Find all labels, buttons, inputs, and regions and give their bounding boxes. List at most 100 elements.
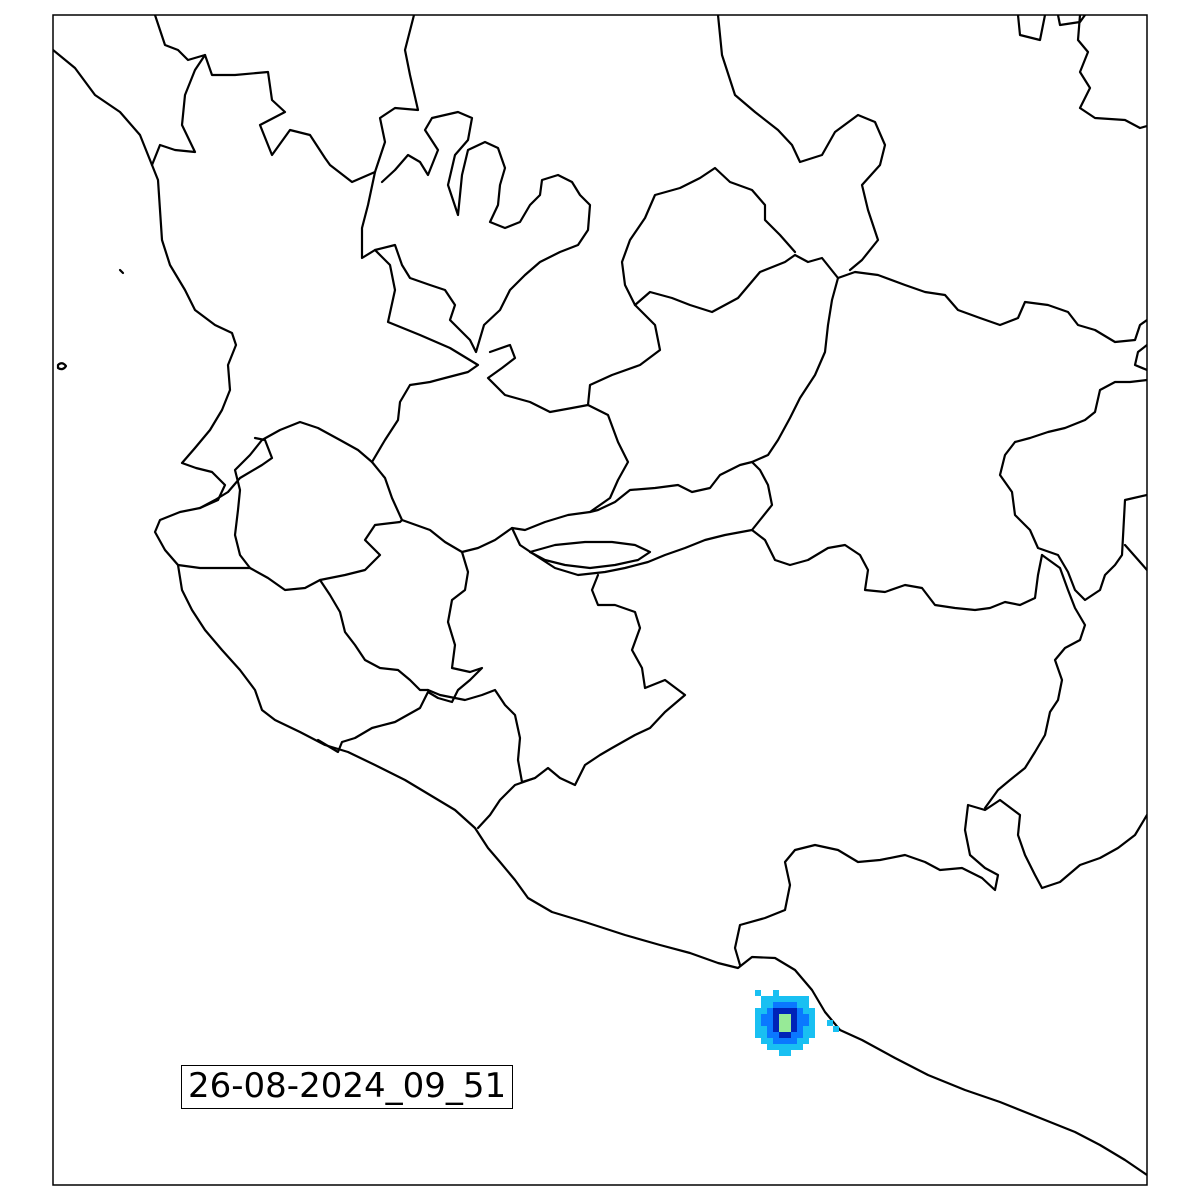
radar-cell — [809, 1014, 815, 1020]
radar-cell — [809, 1026, 815, 1032]
border-north-east — [716, 15, 887, 272]
radar-cell — [791, 1020, 797, 1026]
timestamp-label: 26-08-2024_09_51 — [181, 1065, 514, 1109]
border-north-west-2 — [150, 53, 207, 167]
radar-cell — [761, 1002, 767, 1008]
radar-cell — [779, 1026, 785, 1032]
border-central-1 — [370, 248, 630, 554]
radar-cell — [803, 1032, 809, 1038]
radar-cell — [827, 1020, 833, 1026]
radar-cell — [773, 1044, 779, 1050]
radar-cell — [779, 1032, 785, 1038]
radar-cell — [755, 990, 761, 996]
radar-cell — [779, 1014, 785, 1020]
radar-echo — [755, 990, 839, 1056]
radar-cell — [755, 1020, 761, 1026]
border-central-2 — [586, 253, 840, 464]
radar-cell — [755, 1032, 761, 1038]
border-south-6 — [733, 798, 1147, 967]
radar-cell — [779, 1050, 785, 1056]
radar-cell — [767, 1038, 773, 1044]
radar-cell — [791, 1026, 797, 1032]
radar-cell — [779, 996, 785, 1002]
radar-cell — [797, 1002, 803, 1008]
radar-cell — [755, 1008, 761, 1014]
radar-cell — [773, 1020, 779, 1026]
border-north-center — [360, 110, 592, 354]
border-west-2 — [318, 578, 430, 692]
border-west-3 — [233, 420, 374, 570]
radar-cell — [773, 996, 779, 1002]
radar-cell — [791, 1008, 797, 1014]
radar-cell — [761, 1032, 767, 1038]
radar-cell — [773, 1008, 779, 1014]
border-south-2 — [750, 528, 1044, 612]
radar-cell — [797, 1020, 803, 1026]
radar-cell — [797, 1032, 803, 1038]
radar-cell — [779, 1038, 785, 1044]
radar-cell — [785, 1026, 791, 1032]
border-central-3 — [620, 166, 797, 307]
radar-cell — [803, 1038, 809, 1044]
radar-cell — [791, 1038, 797, 1044]
radar-cell — [803, 1002, 809, 1008]
radar-cell — [779, 1008, 785, 1014]
radar-cell — [761, 1026, 767, 1032]
border-north-west — [153, 15, 420, 184]
radar-cell — [767, 1002, 773, 1008]
radar-cell — [767, 996, 773, 1002]
radar-cell — [797, 1014, 803, 1020]
radar-cell — [785, 1014, 791, 1020]
radar-cell — [785, 1050, 791, 1056]
radar-cell — [785, 1044, 791, 1050]
border-south-1 — [510, 460, 774, 577]
island-2 — [118, 268, 125, 275]
radar-cell — [803, 1020, 809, 1026]
radar-cell — [773, 1026, 779, 1032]
radar-cell — [791, 996, 797, 1002]
radar-cell — [767, 1044, 773, 1050]
border-west-1 — [176, 518, 404, 592]
radar-cell — [755, 1026, 761, 1032]
border-south-4 — [316, 550, 484, 754]
radar-cell — [761, 1038, 767, 1044]
radar-cell — [797, 1026, 803, 1032]
radar-cell — [809, 1032, 815, 1038]
radar-cell — [803, 1026, 809, 1032]
radar-cell — [809, 1008, 815, 1014]
radar-cell — [755, 1014, 761, 1020]
island-1 — [56, 362, 68, 371]
border-east-1 — [836, 270, 1147, 344]
radar-cell — [767, 1020, 773, 1026]
radar-cell — [797, 1044, 803, 1050]
radar-cell — [761, 1014, 767, 1020]
radar-cell — [791, 1002, 797, 1008]
radar-cell — [761, 1020, 767, 1026]
radar-cell — [779, 1002, 785, 1008]
radar-cell — [773, 1002, 779, 1008]
radar-cell — [785, 1008, 791, 1014]
radar-cell — [833, 1026, 839, 1032]
radar-cell — [767, 1014, 773, 1020]
radar-cell — [797, 1008, 803, 1014]
radar-cell — [785, 1038, 791, 1044]
coastline-north — [53, 48, 1147, 1177]
radar-cell — [791, 1032, 797, 1038]
radar-cell — [779, 1020, 785, 1026]
radar-cell — [773, 990, 779, 996]
radar-cell — [767, 1008, 773, 1014]
border-east-2 — [998, 378, 1147, 602]
radar-cell — [785, 1032, 791, 1038]
radar-cell — [803, 1008, 809, 1014]
lake — [528, 540, 652, 570]
radar-cell — [773, 1032, 779, 1038]
radar-cell — [791, 1044, 797, 1050]
radar-cell — [773, 1038, 779, 1044]
radar-cell — [767, 1032, 773, 1038]
radar-cell — [761, 1008, 767, 1014]
border-east-4 — [1133, 343, 1147, 372]
border-north-east-2 — [1016, 15, 1147, 130]
radar-cell — [773, 1014, 779, 1020]
radar-cell — [785, 1020, 791, 1026]
